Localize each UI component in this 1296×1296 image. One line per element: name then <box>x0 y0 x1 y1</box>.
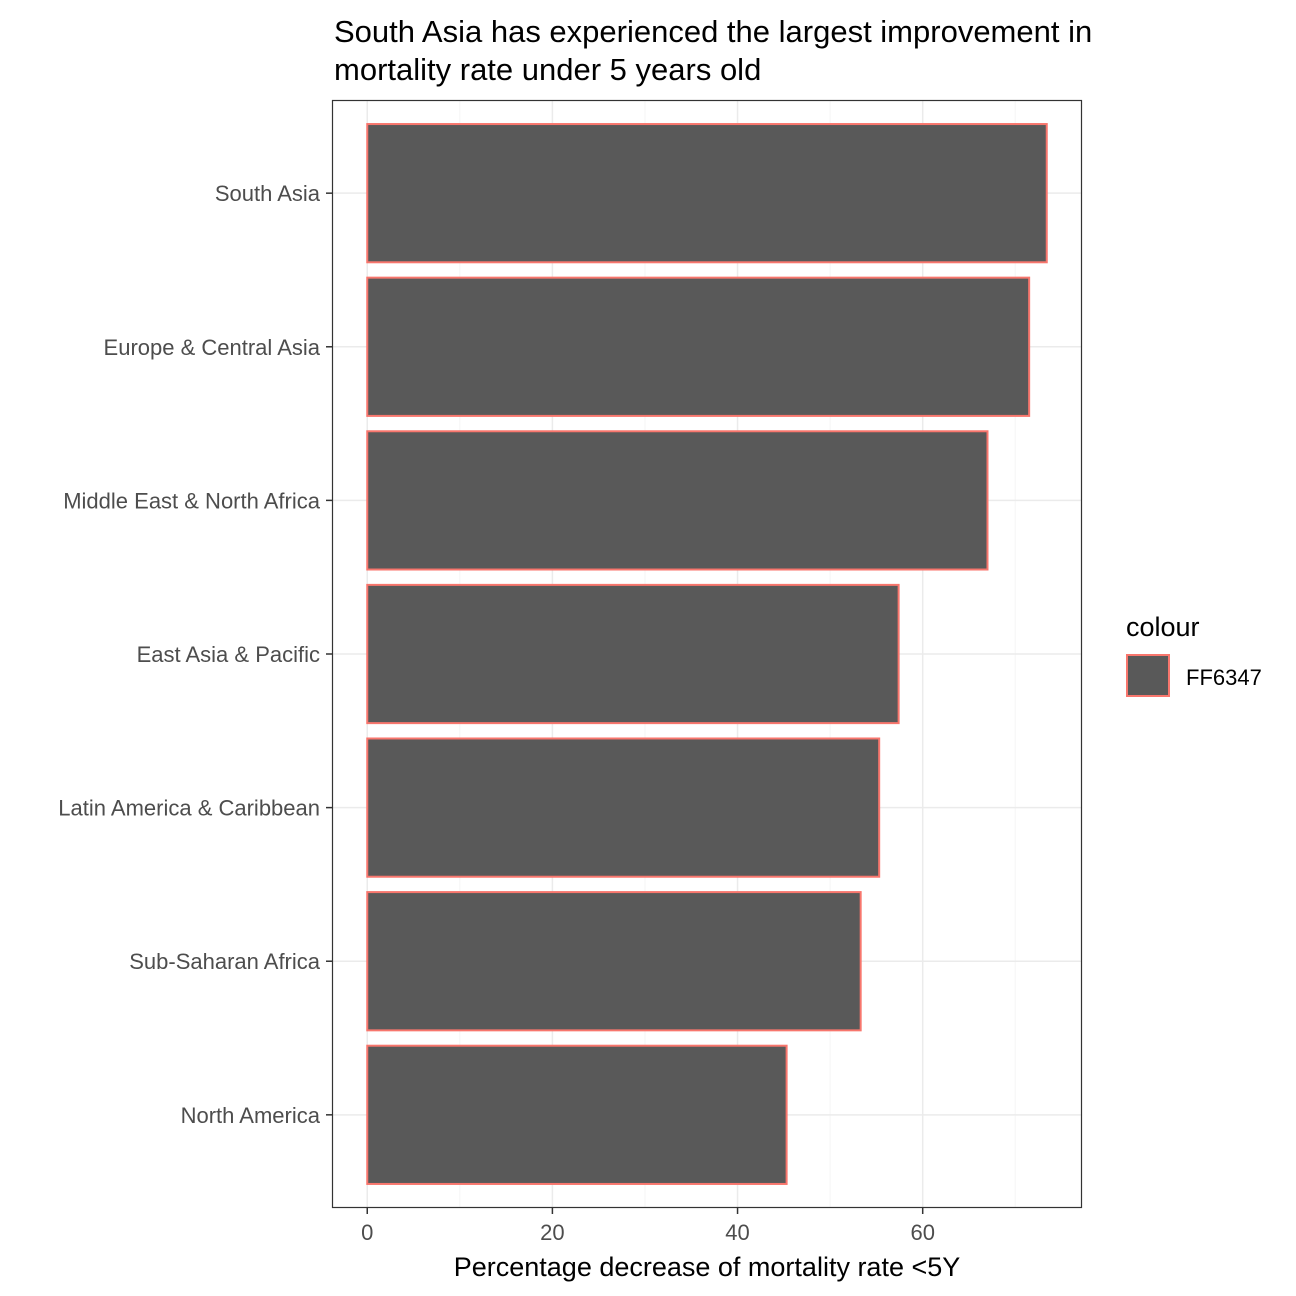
bar <box>366 276 1031 417</box>
chart-title-line-1: South Asia has experienced the largest i… <box>334 14 1092 49</box>
bar <box>366 1044 788 1185</box>
x-axis-title: Percentage decrease of mortality rate <5… <box>454 1252 961 1282</box>
x-tick-label: 0 <box>361 1220 373 1245</box>
bar <box>366 123 1048 264</box>
x-tick-label: 40 <box>725 1220 749 1245</box>
chart-title-group: South Asia has experienced the largest i… <box>334 14 1092 87</box>
bars <box>366 123 1048 1185</box>
y-tick-label: Latin America & Caribbean <box>58 796 320 821</box>
y-tick-label: Europe & Central Asia <box>104 335 321 360</box>
bar <box>366 737 881 878</box>
x-tick-label: 60 <box>910 1220 934 1245</box>
y-axis: South Asia Europe & Central Asia Middle Ea… <box>58 181 333 1128</box>
y-tick-label: South Asia <box>215 181 321 206</box>
y-tick-label: North America <box>181 1103 321 1128</box>
bar <box>366 583 900 725</box>
legend-entry-label: FF6347 <box>1186 665 1262 690</box>
x-tick-label: 20 <box>540 1220 564 1245</box>
chart-title-line-2: mortality rate under 5 years old <box>334 52 761 87</box>
y-tick-label: Sub-Saharan Africa <box>129 949 321 974</box>
x-axis: 0 20 40 60 <box>361 1207 935 1245</box>
bar <box>366 430 989 571</box>
legend: colour FF6347 <box>1126 612 1262 697</box>
y-tick-label: Middle East & North Africa <box>63 488 321 513</box>
legend-key-swatch <box>1126 654 1170 697</box>
bar <box>366 891 862 1032</box>
legend-title: colour <box>1126 612 1200 642</box>
y-tick-label: East Asia & Pacific <box>137 642 320 667</box>
